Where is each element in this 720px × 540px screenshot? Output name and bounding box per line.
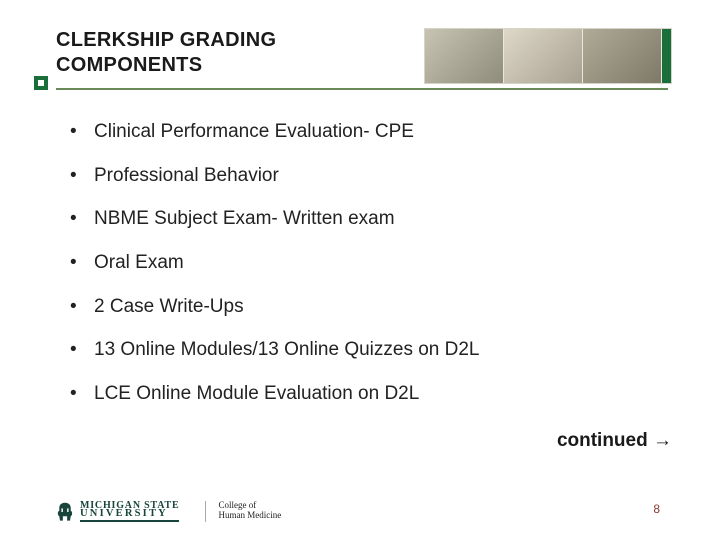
continued-label: continued → [557, 430, 672, 452]
banner-accent-panel [662, 29, 671, 83]
header-banner-image [424, 28, 672, 84]
college-line2: Human Medicine [218, 511, 281, 520]
footer: MICHIGAN STATE UNIVERSITY College of Hum… [56, 501, 281, 522]
bullet-list: Clinical Performance Evaluation- CPE Pro… [56, 120, 672, 407]
banner-photo-panel [583, 29, 662, 83]
header-row: CLERKSHIP GRADING COMPONENTS [56, 28, 672, 84]
title-area: CLERKSHIP GRADING COMPONENTS [56, 28, 424, 78]
logo-line2: UNIVERSITY [80, 510, 179, 519]
list-item: 2 Case Write-Ups [70, 295, 672, 320]
msu-logo: MICHIGAN STATE UNIVERSITY [56, 502, 179, 522]
banner-photo-panel [425, 29, 504, 83]
page-number: 8 [653, 502, 660, 516]
title-underline [56, 88, 668, 90]
list-item: Professional Behavior [70, 164, 672, 189]
college-name: College of Human Medicine [205, 501, 281, 522]
list-item: NBME Subject Exam- Written exam [70, 207, 672, 232]
list-item: LCE Online Module Evaluation on D2L [70, 382, 672, 407]
title-marker-icon [34, 76, 48, 90]
slide-title: CLERKSHIP GRADING COMPONENTS [56, 28, 424, 78]
list-item: Clinical Performance Evaluation- CPE [70, 120, 672, 145]
slide: CLERKSHIP GRADING COMPONENTS Clinical Pe… [0, 0, 720, 540]
list-item: 13 Online Modules/13 Online Quizzes on D… [70, 338, 672, 363]
list-item: Oral Exam [70, 251, 672, 276]
msu-wordmark: MICHIGAN STATE UNIVERSITY [80, 502, 179, 522]
spartan-helmet-icon [56, 502, 74, 522]
banner-photo-panel [504, 29, 583, 83]
